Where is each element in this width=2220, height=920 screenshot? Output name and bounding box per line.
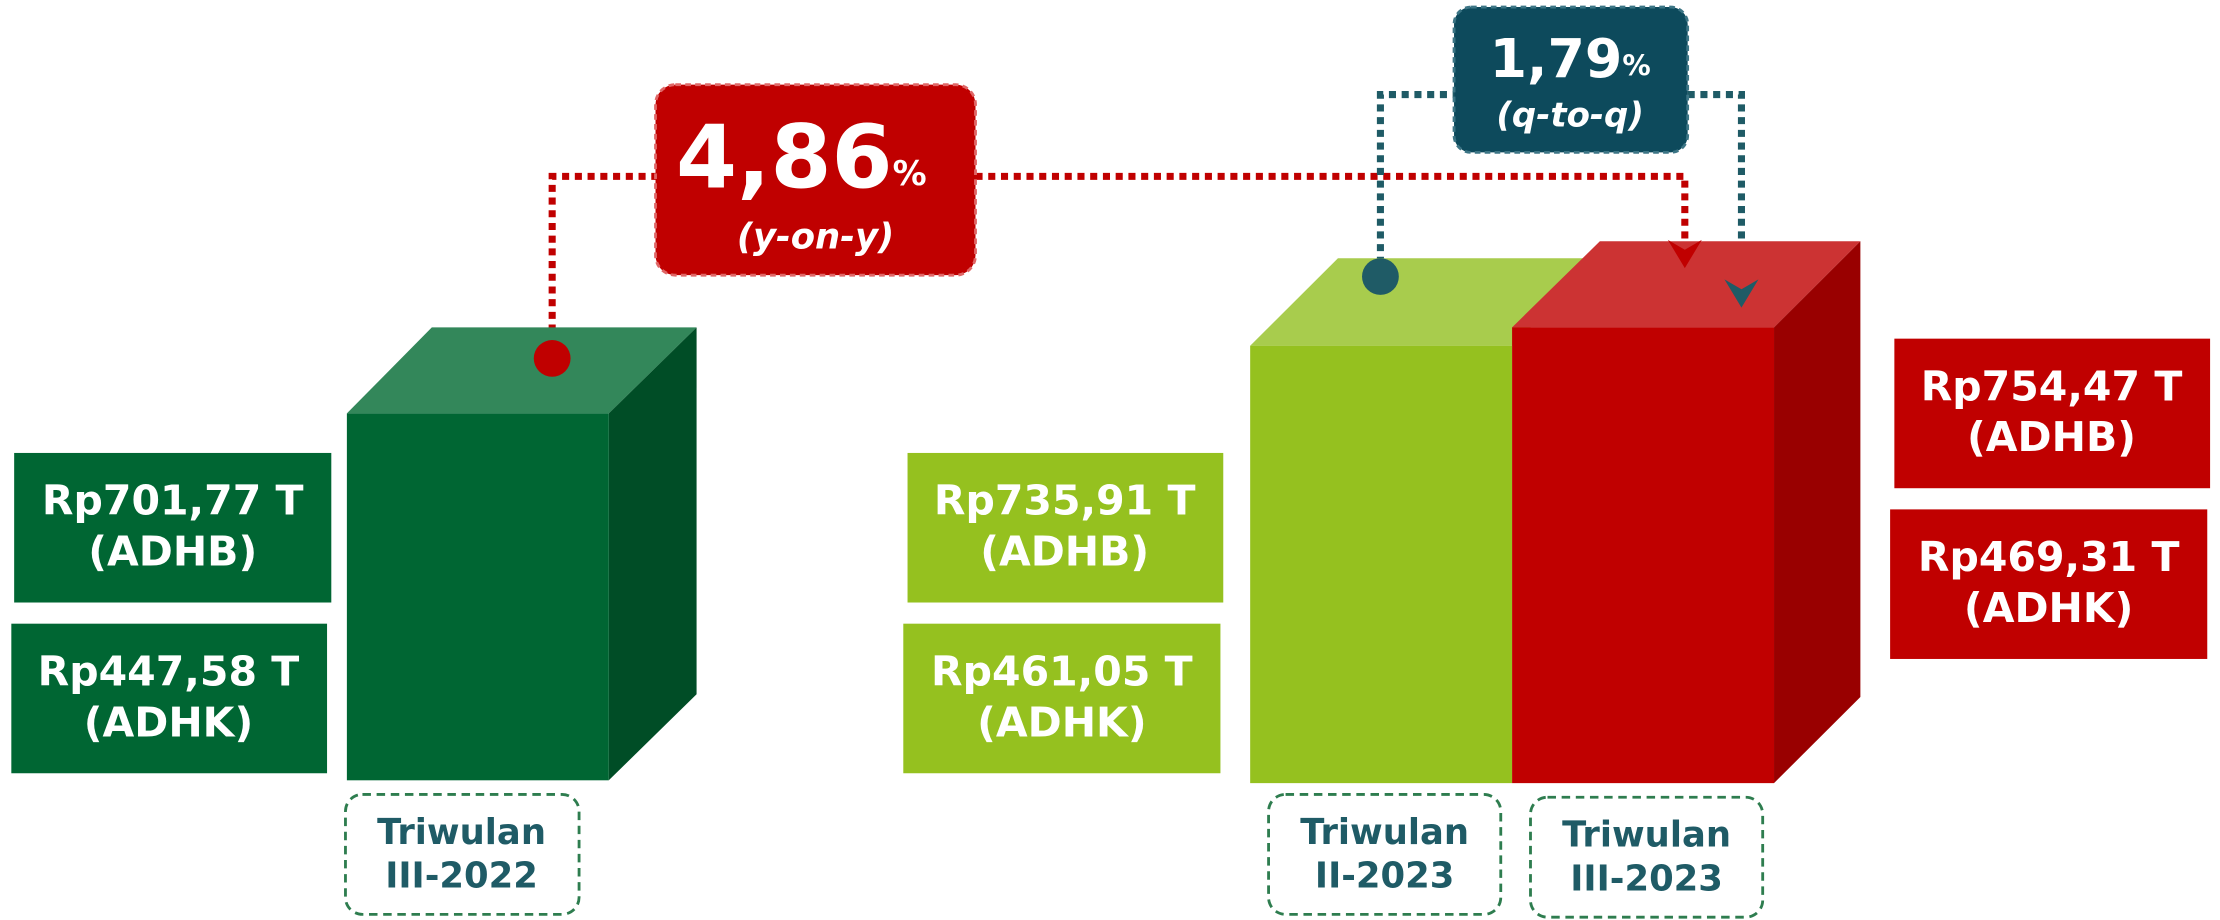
adhk-label: (ADHK) <box>84 698 253 746</box>
bar-front <box>1250 345 1513 784</box>
bar-q2-2023 <box>1250 258 1600 784</box>
qtq-unit: % <box>1622 50 1650 83</box>
qtq-note: (q-to-q) <box>1496 96 1643 135</box>
bar-side <box>608 327 697 781</box>
connectors <box>548 91 1745 357</box>
bar-q3-2023 <box>1512 241 1861 784</box>
bar-top <box>1250 258 1600 346</box>
yoy-line-right <box>975 172 1689 254</box>
label-box <box>1890 509 2208 659</box>
period-box <box>1267 793 1503 916</box>
period-boxes <box>344 793 1765 919</box>
yoy-arrow <box>1667 239 1702 269</box>
adhk-value: Rp469,31 T <box>1918 533 2180 581</box>
adhk-value: Rp447,58 T <box>38 648 300 696</box>
period-label: III-2023 <box>1570 859 1723 900</box>
label-box <box>1894 338 2211 489</box>
yoy-box <box>654 83 977 277</box>
period-box <box>344 793 581 916</box>
qtq-number: 1,79 <box>1490 27 1623 90</box>
yoy-dot <box>533 340 571 377</box>
yoy-line-left <box>548 172 656 357</box>
adhk-label: (ADHK) <box>977 698 1146 746</box>
period-label: Triwulan <box>1300 812 1469 853</box>
yoy-number: 4,86 <box>676 107 893 209</box>
period-label: III-2022 <box>385 856 538 897</box>
adhb-value: Rp701,77 T <box>42 477 304 525</box>
qtq-line-left <box>1376 91 1455 277</box>
yoy-unit: % <box>893 154 927 193</box>
yoy-note: (y-on-y) <box>737 217 894 258</box>
qtq-dot <box>1362 258 1399 295</box>
label-box <box>14 452 332 603</box>
bar-front <box>1512 327 1775 784</box>
adhk-label: (ADHK) <box>1964 584 2133 632</box>
adhb-value: Rp754,47 T <box>1921 362 2183 410</box>
label-box <box>907 452 1224 603</box>
period-label: Triwulan <box>1562 815 1731 856</box>
bar-top <box>1512 241 1861 328</box>
adhk-value: Rp461,05 T <box>931 648 1193 696</box>
adhb-label: (ADHB) <box>88 528 257 576</box>
qtq-line-right <box>1687 91 1745 297</box>
label-box <box>903 623 1221 774</box>
adhb-value: Rp735,91 T <box>934 477 1196 525</box>
qtq-value: 1,79% <box>1490 27 1651 90</box>
label-box <box>11 623 328 774</box>
bar-2022 <box>346 327 697 781</box>
bar-top <box>346 327 697 414</box>
qtq-arrow <box>1724 279 1759 308</box>
period-box <box>1529 795 1765 919</box>
qtq-box <box>1452 5 1690 154</box>
period-label: Triwulan <box>377 812 546 853</box>
bar-front <box>346 413 609 781</box>
yoy-value: 4,86% <box>676 107 927 209</box>
bar-side <box>1774 241 1861 784</box>
adhb-label: (ADHB) <box>980 528 1149 576</box>
period-label: II-2023 <box>1315 856 1455 897</box>
adhb-label: (ADHB) <box>1967 413 2136 461</box>
